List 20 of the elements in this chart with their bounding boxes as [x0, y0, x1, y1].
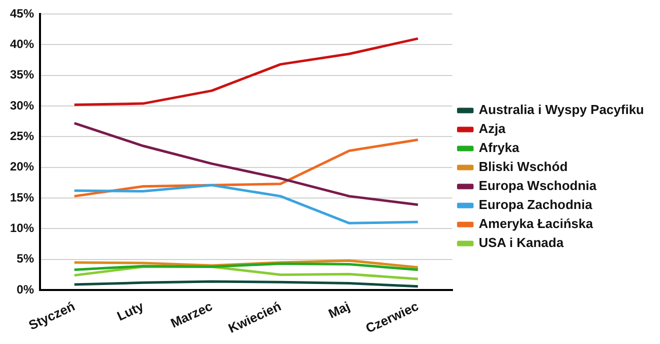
- legend-label: Australia i Wyspy Pacyfiku: [478, 102, 644, 118]
- legend-label: Europa Wschodnia: [478, 178, 598, 194]
- y-tick-label: 15%: [10, 190, 34, 204]
- y-tick-label: 40%: [10, 36, 34, 51]
- legend-label: Afryka: [478, 140, 520, 156]
- y-tick-label: 30%: [10, 98, 34, 112]
- legend-label: Ameryka Łacińska: [478, 216, 594, 232]
- y-tick-label: 5%: [16, 252, 34, 266]
- legend-label: Europa Zachodnia: [478, 197, 593, 212]
- y-tick-label: 20%: [10, 160, 34, 174]
- legend-label: Bliski Wschód: [478, 159, 568, 174]
- y-tick-label: 10%: [10, 221, 34, 236]
- x-tick-label: Maj: [326, 298, 352, 322]
- y-tick-label: 0%: [16, 282, 34, 296]
- legend-label: USA i Kanada: [478, 235, 564, 250]
- legend-label: Azja: [478, 121, 506, 136]
- x-tick-label: Luty: [114, 298, 147, 324]
- y-tick-label: 35%: [10, 68, 34, 82]
- y-tick-label: 45%: [10, 6, 34, 20]
- y-tick-label: 25%: [10, 129, 34, 143]
